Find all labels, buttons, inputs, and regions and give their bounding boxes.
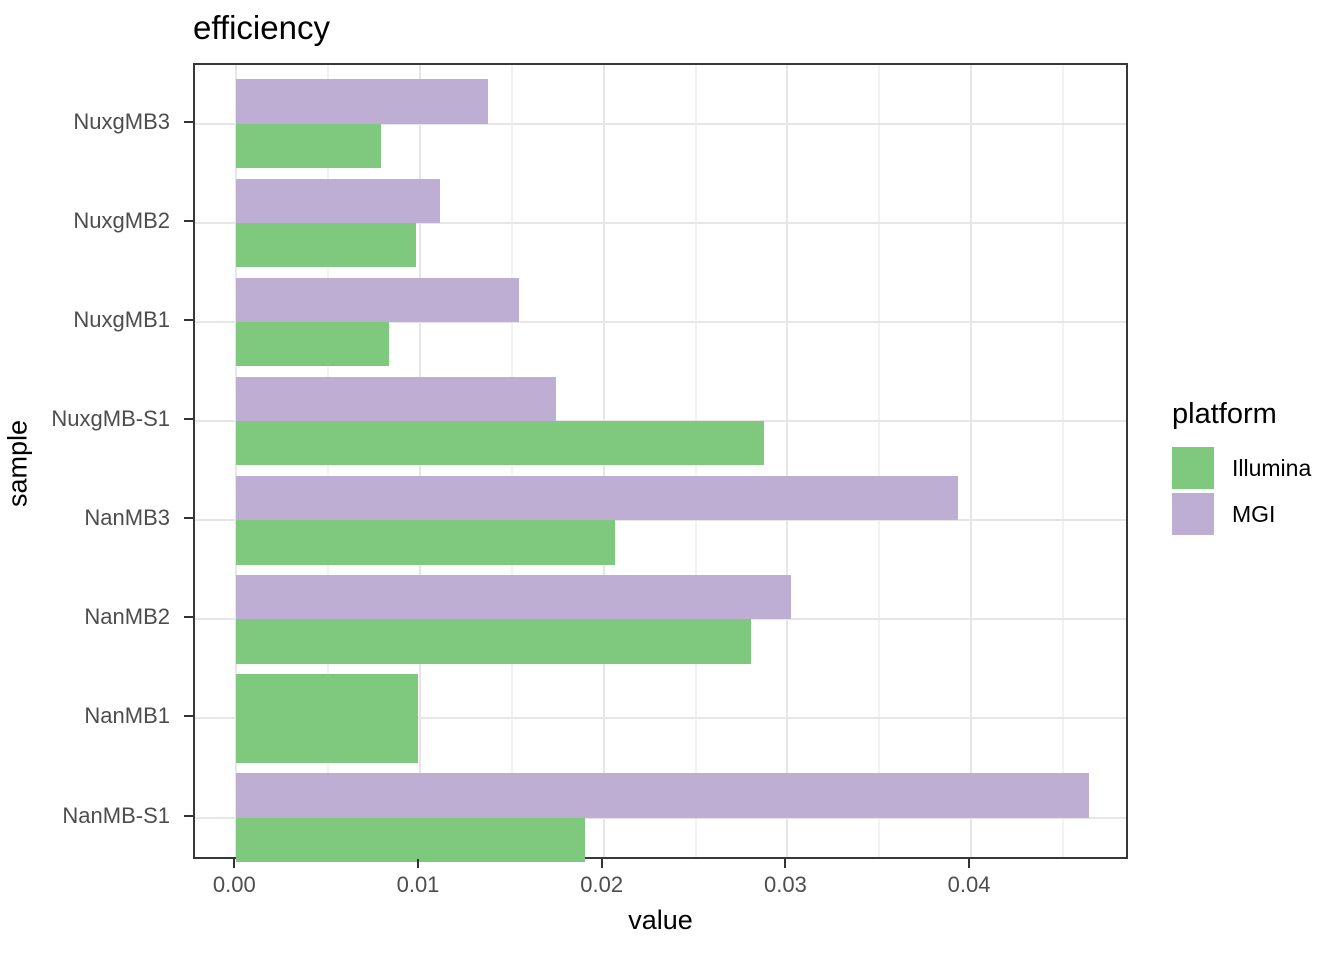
- y-tick-mark: [184, 814, 193, 817]
- bar-NanMB-S1-MGI: [236, 773, 1089, 818]
- gridline-x-minor: [1061, 65, 1064, 857]
- legend-entries: Illumina MGI: [1172, 447, 1311, 535]
- bar-NanMB2-MGI: [236, 575, 792, 620]
- x-tick-label: 0.01: [396, 872, 440, 897]
- bar-NuxgMB2-MGI: [236, 178, 441, 223]
- legend-entry: MGI: [1172, 493, 1311, 535]
- x-tick-label: 0.00: [212, 872, 256, 897]
- gridline-y-major: [195, 519, 1126, 522]
- gridline-y-major: [195, 122, 1126, 125]
- bar-NanMB-S1-Illumina: [236, 817, 586, 862]
- legend-key-swatch: [1172, 447, 1214, 489]
- gridline-x-major: [970, 65, 973, 857]
- y-tick-mark: [184, 219, 193, 222]
- x-tick-mark: [417, 859, 420, 868]
- legend: platform Illumina MGI: [1172, 398, 1311, 539]
- bar-NanMB3-Illumina: [236, 520, 615, 565]
- x-tick-mark: [233, 859, 236, 868]
- y-tick-mark: [184, 418, 193, 421]
- legend-key-swatch: [1172, 493, 1214, 535]
- y-tick-label: NanMB3: [84, 505, 170, 531]
- bar-NuxgMB3-MGI: [236, 79, 488, 124]
- chart-title: efficiency: [193, 9, 330, 46]
- bar-NuxgMB3-Illumina: [236, 123, 382, 168]
- plot-panel: [193, 63, 1128, 862]
- gridline-y-major: [195, 816, 1126, 819]
- x-tick-mark: [784, 859, 787, 868]
- y-tick-label: NuxgMB3: [73, 108, 170, 134]
- bar-NuxgMB-S1-MGI: [236, 376, 556, 422]
- y-tick-label: NuxgMB1: [73, 306, 170, 332]
- y-tick-label: NanMB2: [84, 604, 170, 630]
- y-tick-mark: [184, 517, 193, 520]
- x-tick-mark: [968, 859, 971, 868]
- bar-NuxgMB1-Illumina: [236, 321, 389, 367]
- x-tick-mark: [600, 859, 603, 868]
- legend-entry-label: Illumina: [1232, 454, 1312, 481]
- y-axis-title: sample: [2, 419, 33, 508]
- x-tick-label: 0.03: [763, 872, 807, 897]
- legend-entry-label: MGI: [1232, 500, 1276, 527]
- y-tick-mark: [184, 318, 193, 321]
- gridline-y-major: [195, 320, 1126, 323]
- bar-NanMB1-Illumina: [236, 674, 419, 763]
- y-tick-label: NanMB1: [84, 703, 170, 729]
- bar-NuxgMB-S1-Illumina: [236, 421, 764, 466]
- gridline-y-major: [195, 221, 1126, 224]
- gridline-y-major: [195, 717, 1126, 720]
- y-tick-label: NuxgMB2: [73, 207, 170, 233]
- bar-NanMB3-MGI: [236, 475, 959, 521]
- bar-NuxgMB1-MGI: [236, 277, 520, 322]
- legend-entry: Illumina: [1172, 447, 1311, 489]
- bar-NuxgMB2-Illumina: [236, 222, 417, 268]
- x-tick-label: 0.04: [947, 872, 991, 897]
- y-tick-mark: [184, 616, 193, 619]
- legend-title: platform: [1172, 398, 1277, 430]
- x-tick-label: 0.02: [580, 872, 624, 897]
- gridline-x-minor: [878, 65, 881, 857]
- y-tick-mark: [184, 715, 193, 718]
- bar-NanMB2-Illumina: [236, 619, 751, 664]
- x-axis-title: value: [628, 905, 693, 935]
- y-tick-label: NuxgMB-S1: [51, 406, 170, 432]
- y-tick-mark: [184, 120, 193, 123]
- y-tick-label: NanMB-S1: [62, 802, 170, 828]
- gridline-x-major: [786, 65, 789, 857]
